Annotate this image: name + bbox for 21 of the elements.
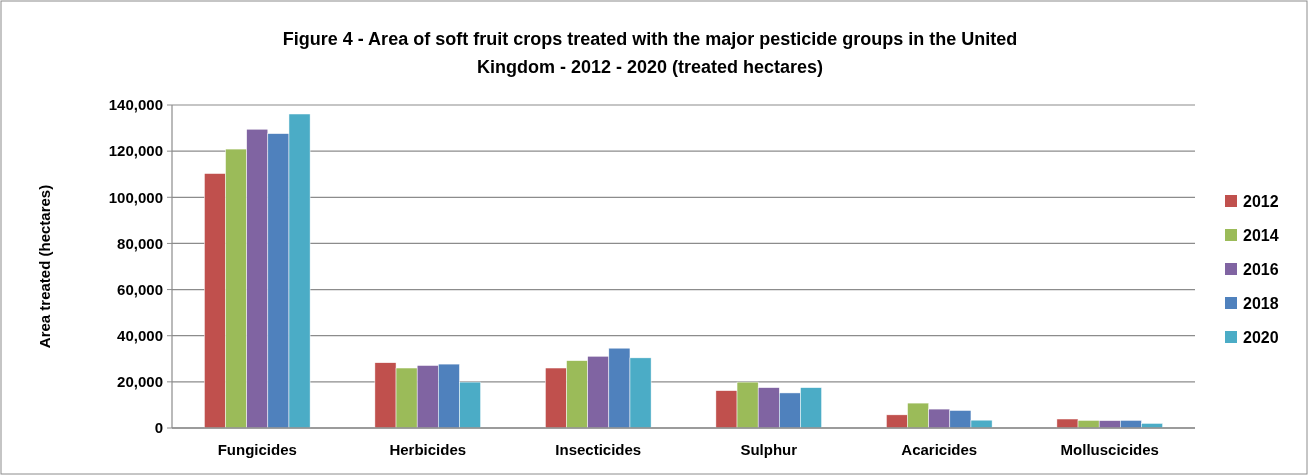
y-tick-label: 0 <box>154 419 163 437</box>
y-axis-title: Area treated (hectares) <box>36 184 53 349</box>
x-tick-label: Molluscicides <box>1060 441 1159 458</box>
x-tick-label: Insecticides <box>555 441 642 458</box>
y-tick-label: 80,000 <box>117 234 163 252</box>
legend-label: 2018 <box>1243 294 1279 312</box>
x-tick-label: Herbicides <box>389 441 467 458</box>
y-tick-label: 60,000 <box>117 280 163 298</box>
legend-label: 2012 <box>1243 192 1279 210</box>
x-tick-label: Acaricides <box>901 441 978 458</box>
x-tick-label: Sulphur <box>740 441 798 458</box>
y-tick-label: 140,000 <box>108 96 163 114</box>
legend-label: 2020 <box>1243 328 1279 346</box>
x-tick-label: Fungicides <box>217 441 297 458</box>
y-tick-label: 40,000 <box>117 326 163 344</box>
legend-label: 2014 <box>1243 226 1279 244</box>
chart-title: Figure 4 - Area of soft fruit crops treated with the major pesticide groups in the United Kingdom - 2012 - 2020 (treated hectares) <box>282 29 1018 77</box>
y-tick-label: 100,000 <box>108 188 163 206</box>
y-tick-label: 120,000 <box>108 142 163 160</box>
y-tick-label: 20,000 <box>117 373 163 391</box>
legend-label: 2016 <box>1243 260 1279 278</box>
